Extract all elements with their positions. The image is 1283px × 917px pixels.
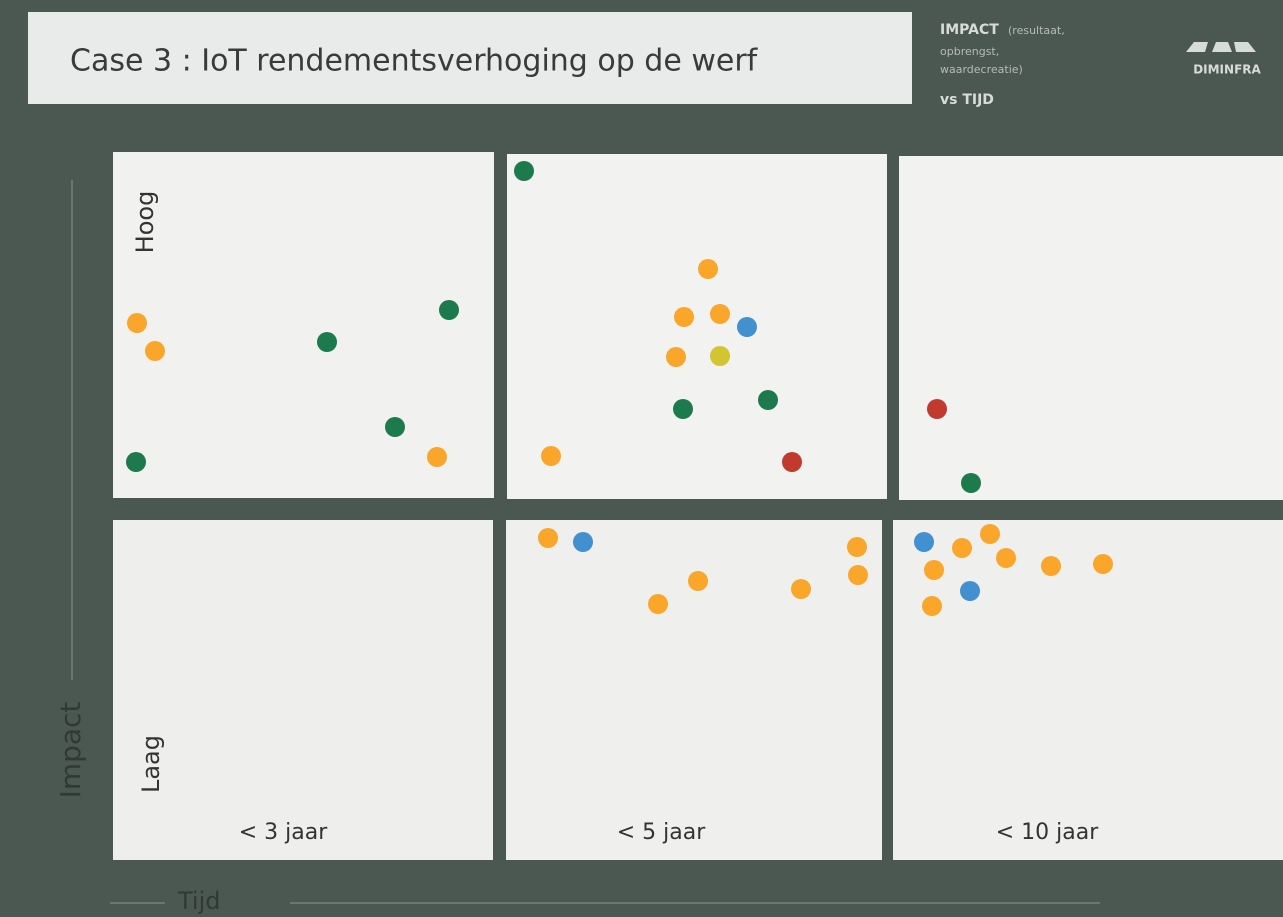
logo: DIMINFRA <box>1193 63 1261 77</box>
dot-sticker <box>385 417 405 437</box>
x-label: Tijd <box>177 887 221 915</box>
title-card <box>28 12 912 104</box>
panel <box>113 520 493 860</box>
title: Case 3 : IoT rendementsverhoging op de w… <box>70 44 759 79</box>
dot-sticker <box>127 313 147 333</box>
legend-note: (resultaat, <box>1008 24 1065 37</box>
dot-sticker <box>737 317 757 337</box>
dot-sticker <box>710 346 730 366</box>
dot-sticker <box>648 594 668 614</box>
column-label: < 3 jaar <box>239 820 328 845</box>
dot-sticker <box>317 332 337 352</box>
dot-sticker <box>698 259 718 279</box>
dot-sticker <box>922 596 942 616</box>
y-label: Impact <box>54 702 87 799</box>
dot-sticker <box>688 571 708 591</box>
y-low: Laag <box>137 735 165 793</box>
dot-sticker <box>847 537 867 557</box>
legend-note: opbrengst, <box>940 45 999 58</box>
dot-sticker <box>914 532 934 552</box>
legend-vs: vs TIJD <box>940 92 994 108</box>
dot-sticker <box>673 399 693 419</box>
legend-heading: IMPACT <box>940 22 999 38</box>
dot-sticker <box>952 538 972 558</box>
dot-sticker <box>848 565 868 585</box>
dot-sticker <box>439 300 459 320</box>
dot-sticker <box>514 161 534 181</box>
panel <box>113 152 494 498</box>
y-high: Hoog <box>131 191 159 254</box>
panel <box>506 520 882 860</box>
dot-sticker <box>427 447 447 467</box>
dot-sticker <box>674 307 694 327</box>
panel <box>507 154 887 499</box>
dot-sticker <box>960 581 980 601</box>
dot-sticker <box>145 341 165 361</box>
panel <box>899 156 1283 500</box>
dot-sticker <box>961 473 981 493</box>
dot-sticker <box>538 528 558 548</box>
dot-sticker <box>666 347 686 367</box>
dot-stickers <box>126 161 1113 616</box>
dot-sticker <box>996 548 1016 568</box>
dot-sticker <box>541 446 561 466</box>
dot-sticker <box>924 560 944 580</box>
dot-sticker <box>710 304 730 324</box>
dot-sticker <box>927 399 947 419</box>
dot-sticker <box>1041 556 1061 576</box>
dot-sticker <box>980 524 1000 544</box>
panel <box>893 520 1283 860</box>
dot-sticker <box>126 452 146 472</box>
dot-sticker <box>791 579 811 599</box>
logo-mark <box>1186 42 1256 52</box>
dot-sticker <box>758 390 778 410</box>
dot-sticker <box>573 532 593 552</box>
dot-sticker <box>1093 554 1113 574</box>
column-label: < 10 jaar <box>996 820 1099 845</box>
dot-sticker <box>782 452 802 472</box>
column-label: < 5 jaar <box>617 820 706 845</box>
legend-note: waardecreatie) <box>940 63 1023 76</box>
